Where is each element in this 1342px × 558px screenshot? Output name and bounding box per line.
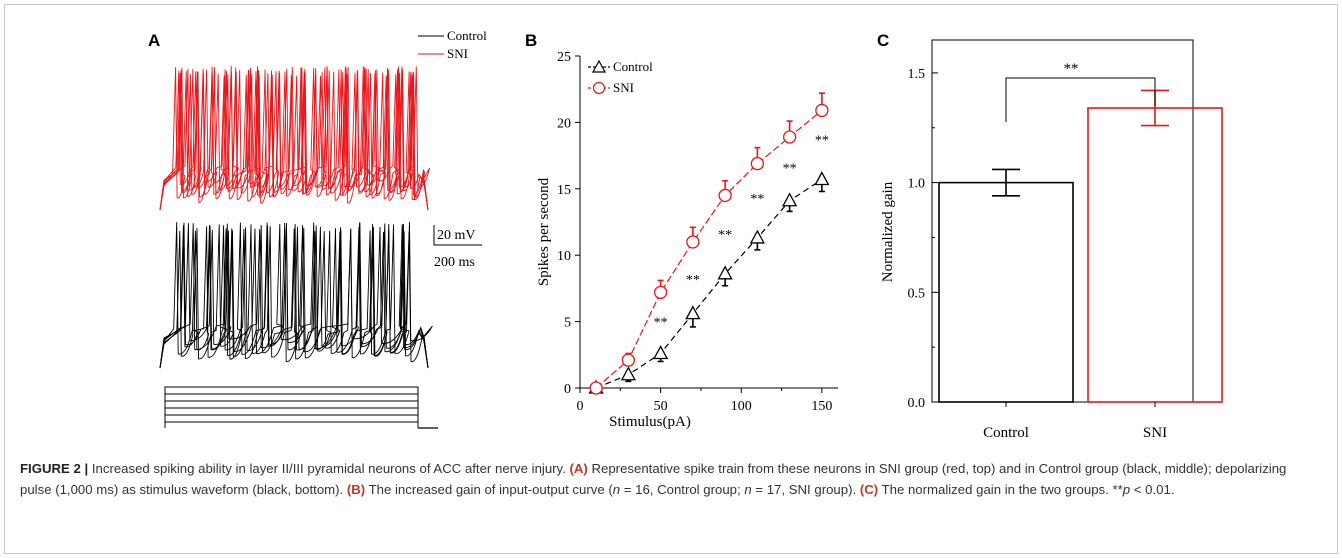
legend-control-label: Control [447,28,487,43]
stimulus-waveform [164,386,438,429]
panel-b-significance: ** ** ** ** ** ** [654,134,829,331]
x-axis-label: Stimulus(pA) [609,414,691,430]
spike-trace [159,222,433,369]
x-category-label: SNI [1143,425,1167,441]
y-axis-label: Spikes per second [536,177,552,286]
panel-b-label: B [525,31,537,50]
scale-bar [433,225,482,246]
data-point-sni [815,103,829,118]
caption-figure-label: FIGURE 2 | [20,461,89,476]
significance-marker: ** [686,273,700,288]
data-point-control [814,171,830,186]
spike-trace [159,65,429,211]
spike-trace [159,66,431,211]
spike-trace [159,222,429,369]
caption-n: n [612,482,621,497]
y-tick-label: 20 [557,116,571,131]
panel-b-series [588,92,830,395]
legend-circle-marker [592,81,606,95]
caption-ref-c: (C) [859,482,879,497]
scale-bar-ms: 200 ms [434,255,475,270]
data-point-control [620,366,636,381]
data-point-control [685,305,701,320]
y-tick-label: 1.5 [908,67,926,82]
y-tick-label: 5 [564,316,571,331]
caption-text: The normalized gain in the two groups. *… [878,482,1123,497]
scale-bar-mv: 20 mV [437,228,476,243]
stimulus-step [164,421,419,428]
caption-text: = 16, Control group; [620,482,745,497]
panel-c-axes: 0.0 0.5 1.0 1.5 [908,39,1194,411]
caption-ref-b: (B) [346,482,366,497]
significance-bracket [1005,77,1156,122]
caption-text: = 17, SNI group). [751,482,860,497]
significance-marker: ** [815,134,829,149]
x-tick-label: 50 [654,399,668,414]
panel-a-label: A [148,31,160,50]
panel-b-legend: Control SNI [588,59,653,95]
panel-c-label: C [877,31,889,50]
data-point-control [653,345,669,360]
data-point-control [749,229,765,244]
panel-c: C 0.0 0.5 1.0 1.5 Control SNI Normalized gai… [877,31,1223,441]
x-tick-label: 0 [577,399,584,414]
data-point-control [782,192,798,207]
legend-sni-label: SNI [447,46,468,61]
x-tick-label: 100 [731,399,752,414]
y-tick-label: 1.0 [908,177,926,192]
y-tick-label: 25 [557,50,571,65]
bar-control [938,181,1074,403]
control-spike-traces [159,222,433,369]
y-tick-label: 0.5 [908,286,926,301]
series-line-control [595,178,823,389]
panel-a: A Control SNI 20 mV 200 ms [148,28,487,429]
caption-text: < 0.01. [1130,482,1175,497]
y-tick-label: 0 [564,382,571,397]
significance-marker: ** [718,228,732,243]
data-point-sni [686,235,700,249]
significance-marker: ** [654,316,668,331]
panel-b-axes: 0 5 10 15 20 25 0 50 100 150 [557,50,838,414]
data-point-control [717,265,733,280]
y-tick-label: 15 [557,183,571,198]
spike-trace [159,66,429,211]
caption-text: Representative spike train from these ne… [20,461,1287,497]
spike-trace [159,66,429,211]
data-point-sni [718,188,732,203]
y-tick-label: 10 [557,249,571,264]
data-point-sni [589,381,603,395]
panel-b: B 0 5 10 15 20 25 0 50 100 150 ** ** ** ** ** ** Stimu… [525,31,838,430]
figure-caption: FIGURE 2 | Increased spiking ability in … [20,458,1320,500]
series-line-sni [595,109,823,389]
significance-stars: ** [1064,61,1079,77]
c-y-axis-label: Normalized gain [880,181,896,282]
legend-b-sni: SNI [613,80,634,95]
x-tick-label: 150 [811,399,832,414]
caption-p: p [1122,482,1131,497]
bar-sni [1087,107,1223,403]
caption-text: Increased spiking ability in layer II/II… [88,461,570,476]
y-tick-label: 0.0 [908,396,926,411]
data-point-sni [782,130,797,144]
x-category-label: Control [983,425,1029,441]
stimulus-step [164,407,419,428]
caption-n: n [744,482,752,497]
significance-marker: ** [750,192,764,207]
spike-trace [159,222,429,369]
legend-triangle-marker [591,59,607,73]
data-point-sni [750,156,765,171]
sni-spike-traces [159,65,431,211]
data-point-sni [653,285,668,300]
caption-text: The increased gain of input-output curve… [365,482,613,497]
legend-b-control: Control [613,59,653,74]
spike-trace [159,66,429,211]
spike-trace [159,223,429,369]
panel-c-bars: Control SNI [938,89,1223,441]
data-point-sni [621,353,636,367]
plot-frame [931,39,1194,403]
caption-ref-a: (A) [569,461,588,476]
significance-marker: ** [783,162,797,177]
stimulus-step [164,393,419,428]
